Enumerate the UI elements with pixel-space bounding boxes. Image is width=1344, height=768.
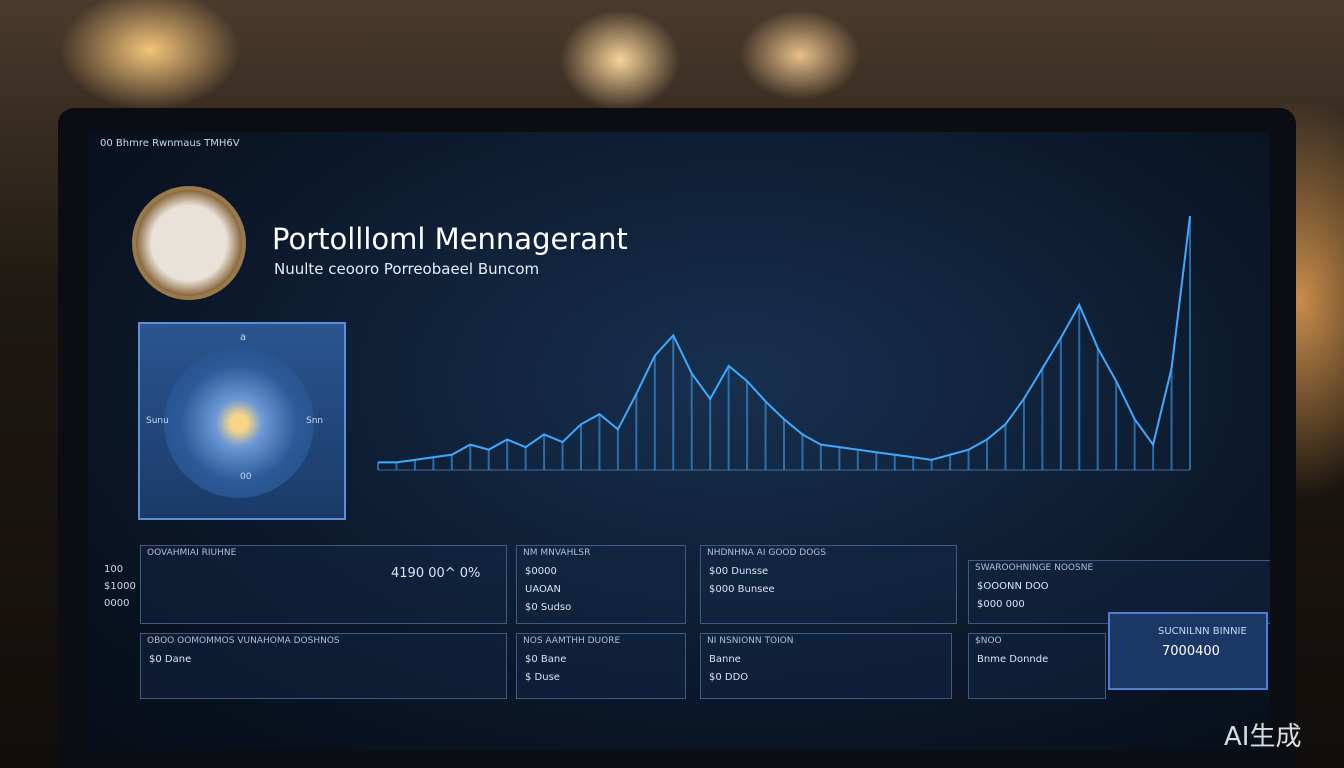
gauge-bottom: 00 (240, 472, 252, 482)
panel-title: NI NSNIONN TOION (707, 636, 794, 646)
panel-title: SWAROOHNINGE NOOSNE (975, 563, 1094, 573)
panel-line: $000 000 (977, 599, 1025, 610)
panel-line: $000 Bunsee (709, 584, 775, 595)
clock-avatar (132, 186, 246, 300)
panel-title: NHDNHNA AI GOOD DOGS (707, 548, 826, 558)
highlight-title: SUCNILNN BINNIE (1158, 626, 1247, 637)
panel-line: $0 Bane (525, 654, 567, 665)
panel-line: $0 DDO (709, 672, 749, 683)
top-bar-title: 00 Bhmre Rwnmaus TMH6V (100, 138, 240, 149)
panel-line: 4190 00^ 0% (391, 566, 481, 581)
panel-line: $00 Dunsse (709, 566, 769, 577)
watermark: AI生成 (1224, 722, 1302, 752)
header-subtitle: Nuulte ceooro Porreobaeel Buncom (274, 260, 540, 278)
panel-line: Banne (709, 654, 741, 665)
panel: NI NSNIONN TOION Banne $0 DDO (700, 633, 952, 699)
panel-title: NM MNVAHLSR (523, 548, 591, 558)
panel-title: $NOO (975, 636, 1002, 646)
panel: OOVAHMIAI RIUHNE 4190 00^ 0% (140, 545, 507, 624)
panel: OBOO OOMOMMOS VUNAHOMA DOSHNOS $0 Dane (140, 633, 507, 699)
panel-line: $OOONN DOO (977, 581, 1049, 592)
panel-line: $0 Sudso (525, 602, 572, 613)
panel-title: OBOO OOMOMMOS VUNAHOMA DOSHNOS (147, 636, 340, 646)
gauge-panel: a Sunu Snn 00 (138, 322, 346, 520)
gauge-left: Sunu (146, 416, 169, 426)
panel-line: UAOAN (525, 584, 562, 595)
gauge-right: Snn (306, 416, 324, 426)
panel-title: NOS AAMTHH DUORE (523, 636, 621, 646)
panel: NHDNHNA AI GOOD DOGS $00 Dunsse $000 Bunse… (700, 545, 957, 624)
panel-line: $0000 (525, 566, 557, 577)
panel-line: $0 Dane (149, 654, 192, 665)
panel-line: $ Duse (525, 672, 560, 683)
line (378, 215, 1191, 464)
gauge-dial (164, 348, 314, 498)
gauge-top: a (240, 332, 247, 343)
chart (377, 215, 1191, 471)
highlight-card: SUCNILNN BINNIE 7000400 (1108, 612, 1268, 690)
panel-title: OOVAHMIAI RIUHNE (147, 548, 237, 558)
panel-line: Bnme Donnde (977, 654, 1049, 665)
panel: $NOO Bnme Donnde (968, 633, 1106, 699)
panel: NOS AAMTHH DUORE $0 Bane $ Duse (516, 633, 686, 699)
highlight-value: 7000400 (1162, 644, 1220, 659)
header-title: Portollloml Mennagerant (272, 222, 628, 256)
panel: NM MNVAHLSR $0000 UAOAN $0 Sudso (516, 545, 686, 624)
side-label: $1000 (104, 581, 136, 592)
side-label: 0000 (104, 598, 130, 609)
screen: 00 Bhmre Rwnmaus TMH6V Portollloml Menna… (88, 132, 1270, 750)
side-label: 100 (104, 564, 124, 575)
